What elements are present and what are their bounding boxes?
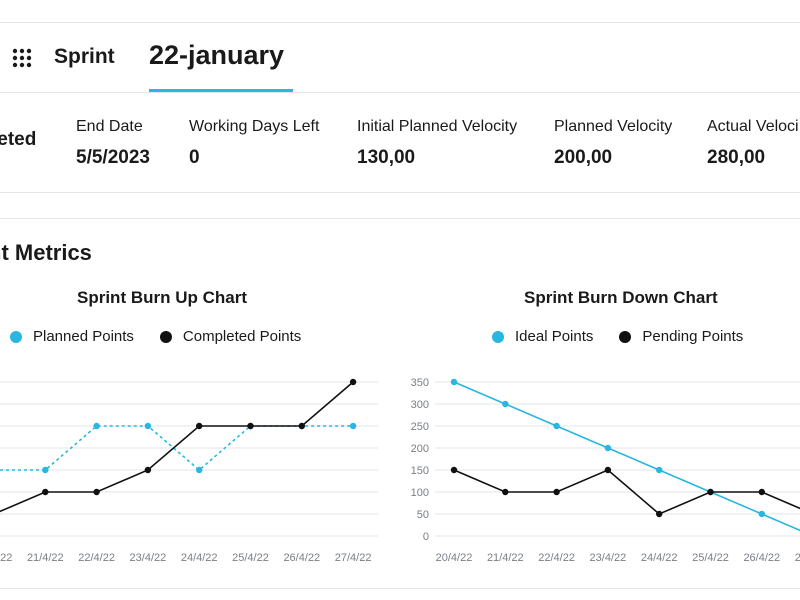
burn-down-chart: 0 50 100 150 200 250 300 350 20/4/22 21/4/22 22/4/…	[411, 377, 800, 564]
x-tick-label: 24/4/22	[641, 552, 678, 564]
legend-swatch	[159, 330, 172, 343]
x-tick-label: 25/4/22	[692, 552, 729, 564]
stat-value: 5/5/2023	[76, 147, 150, 168]
data-point	[758, 510, 765, 518]
data-point	[247, 422, 254, 430]
data-point	[758, 488, 765, 496]
data-point	[144, 422, 152, 430]
x-tick-label: 25/4/22	[232, 552, 269, 564]
x-tick-label: 22/4/22	[78, 552, 115, 564]
y-tick-label: 350	[411, 377, 429, 389]
y-tick-label: 150	[411, 465, 429, 477]
legend-item[interactable]: Completed Points	[159, 328, 302, 345]
legend-label: Ideal Points	[515, 328, 594, 345]
divider	[0, 92, 800, 93]
stat-working-days-left: Working Days Left 0	[189, 118, 319, 169]
data-point	[502, 488, 509, 496]
legend-item[interactable]: Ideal Points	[492, 328, 593, 345]
y-tick-label: 50	[417, 509, 429, 521]
series-line	[453, 469, 800, 515]
sprint-stats: leted End Date 5/5/2023 Working Days Lef…	[0, 118, 800, 193]
x-tick-label: 20/4/22	[0, 552, 12, 564]
x-tick-label: 21/4/22	[27, 552, 64, 564]
data-point	[450, 466, 458, 474]
stat-actual-velocity: Actual Veloci 280,00	[707, 118, 799, 169]
legend-item[interactable]: Planned Points	[10, 328, 134, 345]
x-tick-label: 27/4/22	[335, 552, 372, 564]
data-point	[707, 488, 714, 496]
stat-label: End Date	[76, 118, 143, 135]
x-tick-label: 21/4/22	[487, 552, 524, 564]
data-point	[144, 466, 152, 474]
burn-down-legend: Ideal Points Pending Points	[492, 328, 769, 345]
stat-label: Planned Velocity	[554, 118, 673, 135]
y-tick-label: 250	[411, 421, 429, 433]
data-point	[553, 488, 560, 496]
data-point	[196, 422, 203, 430]
legend-swatch	[619, 330, 632, 343]
active-tab-indicator	[149, 89, 293, 93]
x-tick-label: 20/4/22	[436, 552, 473, 564]
section-title: nt Metrics	[0, 240, 92, 265]
stat-end-date: End Date 5/5/2023	[76, 118, 150, 169]
x-tick-label: 24/4/22	[181, 552, 218, 564]
x-tick-label: 26/4/22	[283, 552, 320, 564]
breadcrumb[interactable]: Sprint	[54, 45, 115, 68]
data-point	[502, 400, 509, 408]
stat-label: Working Days Left	[189, 118, 320, 135]
data-point	[196, 466, 203, 474]
data-point	[93, 488, 100, 496]
stat-value: 280,00	[707, 147, 766, 168]
data-point	[349, 422, 357, 430]
stat-value: leted	[0, 129, 37, 150]
burn-up-chart-title: Sprint Burn Up Chart	[77, 288, 247, 307]
data-point	[349, 378, 357, 386]
x-tick-label: 27/4/22	[795, 552, 800, 564]
data-point	[42, 488, 49, 496]
stat-label: Initial Planned Velocity	[357, 118, 518, 135]
stat-initial-planned-velocity: Initial Planned Velocity 130,00	[357, 118, 517, 169]
series-line	[453, 381, 800, 532]
x-tick-label: 22/4/22	[538, 552, 575, 564]
data-point	[298, 422, 305, 430]
data-point	[604, 444, 612, 452]
burn-down-chart-title: Sprint Burn Down Chart	[524, 288, 718, 307]
data-point	[42, 466, 49, 474]
x-tick-label: 26/4/22	[743, 552, 780, 564]
data-point	[604, 466, 612, 474]
legend-swatch	[10, 330, 22, 343]
legend-swatch	[492, 330, 504, 343]
stat-value: 0	[189, 147, 200, 168]
divider	[0, 192, 800, 193]
stat-value: 130,00	[357, 147, 416, 168]
divider	[0, 218, 800, 219]
grid-menu-icon[interactable]	[12, 48, 32, 68]
top-bar: Sprint 22-january	[0, 0, 800, 93]
tab-22-january[interactable]: 22-january	[149, 40, 285, 70]
divider	[0, 22, 800, 23]
legend-label: Planned Points	[33, 328, 134, 345]
y-tick-label: 100	[411, 487, 429, 499]
series-line	[0, 381, 354, 513]
data-point	[656, 510, 663, 518]
legend-item[interactable]: Pending Points	[619, 328, 743, 345]
y-tick-label: 300	[411, 399, 429, 411]
divider	[0, 588, 800, 589]
burn-up-chart: 20/4/22 21/4/22 22/4/22 23/4/22 24/4/22 25/4/…	[0, 378, 378, 564]
data-point	[553, 422, 560, 430]
data-point	[93, 422, 100, 430]
stat-value: 200,00	[554, 147, 613, 168]
y-tick-label: 0	[423, 531, 429, 543]
x-tick-label: 23/4/22	[590, 552, 627, 564]
data-point	[656, 466, 663, 474]
stat-planned-velocity: Planned Velocity 200,00	[554, 118, 672, 169]
y-tick-label: 200	[411, 443, 429, 455]
x-tick-label: 23/4/22	[130, 552, 167, 564]
data-point	[450, 378, 458, 386]
legend-label: Completed Points	[182, 328, 302, 345]
stat-status: leted	[0, 118, 36, 151]
burn-up-legend: Planned Points Completed Points	[10, 328, 327, 345]
legend-label: Pending Points	[642, 328, 744, 345]
stat-label: Actual Veloci	[707, 118, 799, 135]
